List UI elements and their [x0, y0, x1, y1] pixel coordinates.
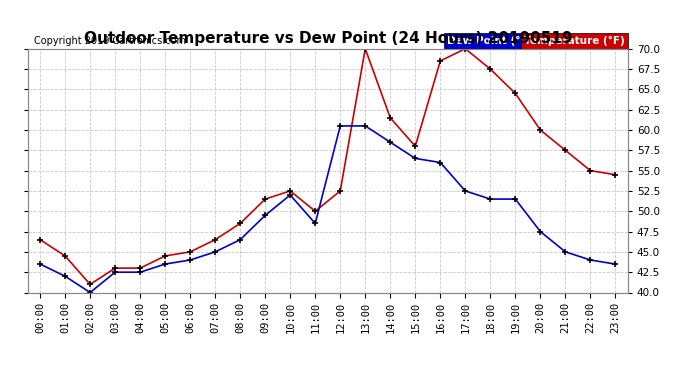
Text: Temperature (°F): Temperature (°F) — [524, 36, 625, 46]
Title: Outdoor Temperature vs Dew Point (24 Hours) 20190519: Outdoor Temperature vs Dew Point (24 Hou… — [83, 31, 572, 46]
Text: Dew Point (°F): Dew Point (°F) — [447, 36, 533, 46]
Text: Copyright 2019 Cartronics.com: Copyright 2019 Cartronics.com — [34, 36, 186, 46]
